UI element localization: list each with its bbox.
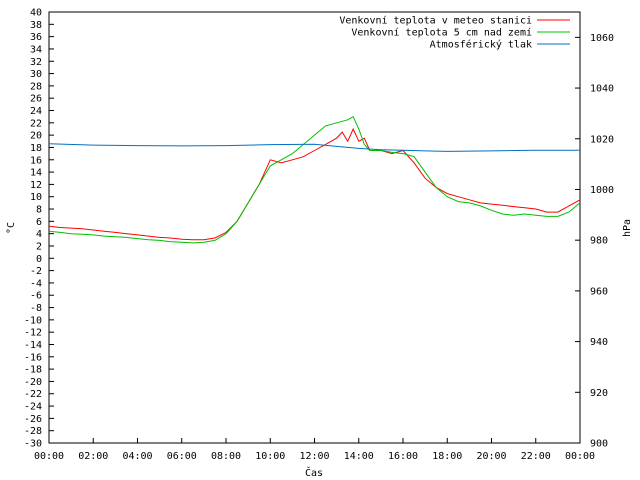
y-tick-label: 12	[30, 180, 42, 191]
y-tick-label: 16	[30, 155, 42, 166]
y-tick-label: -22	[24, 389, 42, 400]
y-tick-label: 32	[30, 57, 42, 68]
y-tick-label: -4	[30, 278, 42, 289]
x-tick-label: 02:00	[78, 451, 108, 462]
y-tick-label: 30	[30, 69, 42, 80]
y-tick-label: 0	[36, 254, 42, 265]
y-tick-label: -24	[24, 402, 42, 413]
x-tick-label: 00:00	[565, 451, 595, 462]
x-tick-label: 04:00	[122, 451, 152, 462]
y2-tick-label: 920	[590, 388, 608, 399]
y-tick-label: 26	[30, 94, 42, 105]
x-tick-label: 08:00	[211, 451, 241, 462]
y-tick-label: 18	[30, 143, 42, 154]
y2-tick-label: 960	[590, 286, 608, 297]
y2-axis-label: hPa	[622, 219, 633, 237]
plot-frame	[48, 11, 581, 444]
series-line-atmosfericky-tlak	[48, 143, 580, 152]
y-tick-label: 22	[30, 118, 42, 129]
y-tick-label: -8	[30, 303, 42, 314]
x-axis-label: Čas	[305, 466, 323, 479]
x-tick-label: 06:00	[167, 451, 197, 462]
y-tick-label: 24	[30, 106, 42, 117]
y-tick-label: -28	[24, 426, 42, 437]
y2-tick-label: 1020	[590, 134, 614, 145]
legend: Venkovní teplota v meteo staniciVenkovní…	[339, 15, 570, 51]
y-tick-label: 34	[30, 44, 42, 55]
y2-tick-label: 940	[590, 337, 608, 348]
y-tick-label: -10	[24, 315, 42, 326]
y2-tick-label: 900	[590, 439, 608, 450]
series-layer	[48, 115, 581, 244]
x-tick-label: 22:00	[521, 451, 551, 462]
legend-label: Venkovní teplota v meteo stanici	[339, 15, 532, 27]
y-tick-label: 28	[30, 81, 42, 92]
y-tick-label: 8	[36, 205, 42, 216]
y-tick-label: 2	[36, 241, 42, 252]
x-tick-label: 16:00	[388, 451, 418, 462]
series-line-venkovni-teplota-v-meteo-stanici	[48, 127, 581, 241]
y2-tick-label: 1040	[590, 84, 614, 95]
y-tick-label: 6	[36, 217, 42, 228]
y-tick-label: 14	[30, 168, 42, 179]
ticks: 4038363432302826242220181614121086420-2-…	[24, 8, 614, 463]
y-tick-label: 20	[30, 131, 42, 142]
x-tick-label: 14:00	[344, 451, 374, 462]
legend-label: Venkovní teplota 5 cm nad zemí	[351, 27, 532, 39]
x-tick-label: 00:00	[34, 451, 64, 462]
y-tick-label: 4	[36, 229, 42, 240]
series-line-venkovni-teplota-5-cm-nad-zemi	[48, 115, 581, 244]
x-tick-label: 20:00	[476, 451, 506, 462]
y-tick-label: -20	[24, 377, 42, 388]
axes	[48, 11, 581, 444]
y-tick-label: 36	[30, 32, 42, 43]
y-tick-label: -12	[24, 328, 42, 339]
x-tick-label: 12:00	[299, 451, 329, 462]
y-tick-label: -16	[24, 352, 42, 363]
x-tick-label: 10:00	[255, 451, 285, 462]
y2-tick-label: 1060	[590, 33, 614, 44]
y-axis-label: °C	[6, 222, 17, 234]
legend-label: Atmosférický tlak	[430, 39, 532, 51]
y-tick-label: -26	[24, 414, 42, 425]
y-tick-label: 10	[30, 192, 42, 203]
y-tick-label: -2	[30, 266, 42, 277]
y-tick-label: 38	[30, 20, 42, 31]
y-tick-label: 40	[30, 8, 42, 19]
y-tick-label: -6	[30, 291, 42, 302]
y-tick-label: -30	[24, 439, 42, 450]
y2-tick-label: 980	[590, 236, 608, 247]
y2-tick-label: 1000	[590, 185, 614, 196]
y-tick-label: -18	[24, 365, 42, 376]
y-tick-label: -14	[24, 340, 42, 351]
x-tick-label: 18:00	[432, 451, 462, 462]
